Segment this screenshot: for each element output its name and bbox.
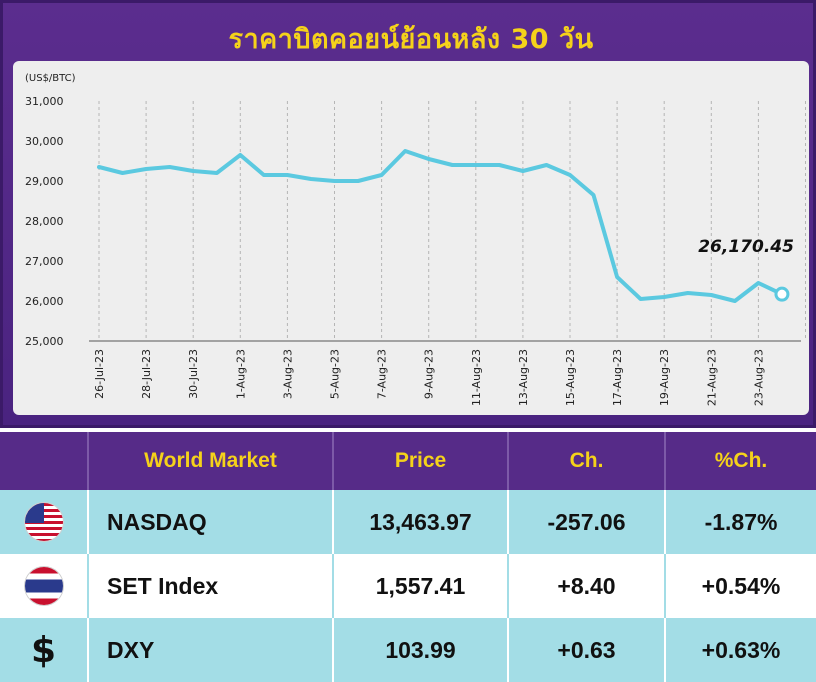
x-tick-label: 30-Jul-23	[187, 349, 200, 399]
price-chart: (US$/BTC) 31,000 30,000 29,000 28,000 27,000 2…	[25, 73, 806, 406]
dollar-icon: $	[30, 629, 57, 671]
x-tick-label: 17-Aug-23	[611, 349, 624, 406]
x-tick-label: 15-Aug-23	[564, 349, 577, 406]
last-price-marker	[774, 286, 790, 302]
market-change: -257.06	[508, 490, 666, 554]
market-name: DXY	[88, 618, 334, 682]
table-header-row: World Market Price Ch. %Ch.	[0, 432, 816, 490]
row-icon-cell	[0, 490, 89, 554]
x-tick-label: 5-Aug-23	[329, 349, 342, 399]
thai-flag-icon	[24, 567, 63, 605]
chart-area: (US$/BTC) 31,000 30,000 29,000 28,000 27,000 2…	[13, 61, 809, 415]
table-row: SET Index 1,557.41 +8.40 +0.54%	[0, 554, 816, 618]
market-price: 1,557.41	[333, 554, 509, 618]
y-axis-label: (US$/BTC)	[25, 73, 76, 84]
x-tick-label: 7-Aug-23	[376, 349, 389, 399]
x-tick-label: 9-Aug-23	[423, 349, 436, 399]
y-tick-label: 27,000	[25, 255, 64, 268]
x-tick-label: 11-Aug-23	[470, 349, 483, 406]
last-value-label: 26,170.45	[698, 237, 794, 257]
header-world-market: World Market	[88, 432, 334, 490]
chart-panel: ราคาบิตคอยน์ย้อนหลัง 30 วัน (US$/BTC) 31,…	[0, 0, 816, 428]
y-tick-label: 26,000	[25, 295, 64, 308]
market-change: +0.63	[508, 618, 666, 682]
y-tick-label: 29,000	[25, 175, 64, 188]
us-flag-icon	[24, 503, 63, 541]
x-tick-label: 23-Aug-23	[752, 349, 765, 406]
chart-series: 26,170.45	[97, 149, 794, 303]
y-tick-label: 25,000	[25, 335, 64, 348]
market-percent-change: -1.87%	[665, 490, 816, 554]
market-price: 13,463.97	[333, 490, 509, 554]
table-row: NASDAQ 13,463.97 -257.06 -1.87%	[0, 490, 816, 554]
chart-grid	[98, 101, 806, 341]
y-tick-label: 28,000	[25, 215, 64, 228]
x-tick-label: 19-Aug-23	[658, 349, 671, 406]
y-tick-label: 30,000	[25, 135, 64, 148]
y-tick-label: 31,000	[25, 95, 64, 108]
header-percent-change: %Ch.	[665, 432, 816, 490]
market-price: 103.99	[333, 618, 509, 682]
market-name: SET Index	[88, 554, 334, 618]
x-tick-label: 1-Aug-23	[234, 349, 247, 399]
x-tick-label: 3-Aug-23	[281, 349, 294, 399]
chart-title: ราคาบิตคอยน์ย้อนหลัง 30 วัน	[228, 24, 594, 55]
x-tick-label: 13-Aug-23	[517, 349, 530, 406]
market-change: +8.40	[508, 554, 666, 618]
header-change: Ch.	[508, 432, 666, 490]
x-tick-label: 26-Jul-23	[93, 349, 106, 399]
x-tick-label: 21-Aug-23	[705, 349, 718, 406]
world-market-table: World Market Price Ch. %Ch. NASDAQ 13,46…	[0, 432, 816, 682]
table-row: $ DXY 103.99 +0.63 +0.63%	[0, 618, 816, 682]
header-price: Price	[333, 432, 509, 490]
x-tick-label: 28-Jul-23	[140, 349, 153, 399]
btc-price-line	[97, 149, 784, 303]
market-name: NASDAQ	[88, 490, 334, 554]
row-icon-cell: $	[0, 618, 89, 682]
header-icon-spacer	[0, 432, 89, 490]
market-percent-change: +0.54%	[665, 554, 816, 618]
row-icon-cell	[0, 554, 89, 618]
chart-axes: (US$/BTC) 31,000 30,000 29,000 28,000 27,000 2…	[25, 73, 801, 406]
market-percent-change: +0.63%	[665, 618, 816, 682]
